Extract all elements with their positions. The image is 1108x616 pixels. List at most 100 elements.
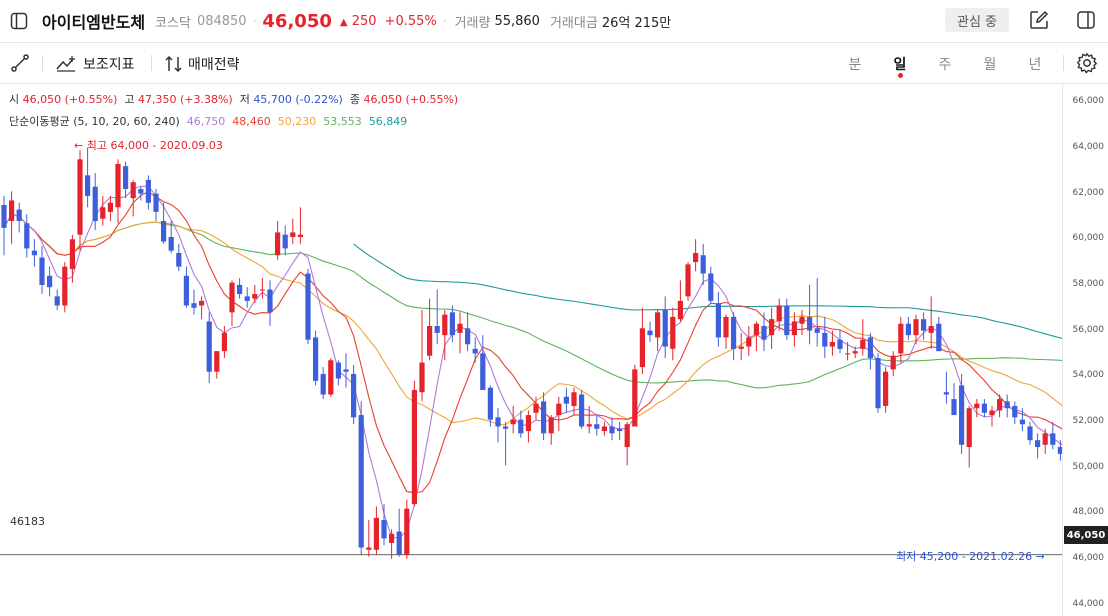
candle-body[interactable] — [305, 273, 311, 340]
period-year[interactable]: 년 — [1028, 57, 1042, 73]
candle-body[interactable] — [206, 321, 212, 372]
candle-body[interactable] — [487, 387, 493, 420]
candle-body[interactable] — [936, 323, 942, 352]
period-day[interactable]: 일 — [893, 57, 907, 73]
candle-body[interactable] — [753, 323, 759, 336]
candle-body[interactable] — [472, 348, 478, 354]
candle-body[interactable] — [617, 428, 623, 432]
candle-body[interactable] — [997, 399, 1003, 411]
candle-body[interactable] — [92, 186, 98, 221]
candle-body[interactable] — [533, 403, 539, 413]
candle-body[interactable] — [123, 166, 129, 190]
candle-body[interactable] — [769, 319, 775, 336]
candle-body[interactable] — [411, 389, 417, 505]
candle-body[interactable] — [381, 520, 387, 539]
candle-body[interactable] — [776, 305, 782, 322]
period-minute[interactable]: 분 — [848, 57, 862, 73]
candle-body[interactable] — [632, 369, 638, 427]
candle-body[interactable] — [518, 419, 524, 434]
candle-body[interactable] — [609, 426, 615, 434]
candle-body[interactable] — [784, 305, 790, 336]
sidebar-toggle-icon[interactable] — [10, 12, 28, 30]
candle-body[interactable] — [1027, 426, 1033, 441]
candle-body[interactable] — [320, 373, 326, 395]
candle-body[interactable] — [153, 193, 159, 212]
candle-body[interactable] — [107, 202, 113, 212]
candle-body[interactable] — [829, 342, 835, 347]
candle-body[interactable] — [297, 234, 303, 237]
candle-body[interactable] — [700, 255, 706, 274]
candle-body[interactable] — [981, 403, 987, 413]
candle-body[interactable] — [328, 360, 334, 395]
edit-icon[interactable] — [1029, 10, 1049, 30]
candle-body[interactable] — [708, 273, 714, 301]
candle-body[interactable] — [1012, 405, 1018, 418]
candle-body[interactable] — [77, 159, 83, 235]
candle-body[interactable] — [989, 410, 995, 416]
candle-body[interactable] — [761, 326, 767, 340]
candle-body[interactable] — [259, 289, 265, 291]
candle-body[interactable] — [176, 252, 182, 267]
candle-body[interactable] — [890, 355, 896, 370]
candle-body[interactable] — [571, 392, 577, 406]
candle-body[interactable] — [244, 296, 250, 301]
candle-body[interactable] — [1004, 401, 1010, 409]
candle-body[interactable] — [343, 369, 349, 372]
candle-body[interactable] — [1035, 440, 1041, 448]
candle-body[interactable] — [586, 424, 592, 427]
candle-body[interactable] — [495, 417, 501, 427]
panel-toggle-icon[interactable] — [1076, 10, 1096, 30]
candle-body[interactable] — [313, 337, 319, 381]
candle-body[interactable] — [161, 220, 167, 242]
candle-body[interactable] — [510, 419, 516, 425]
candle-body[interactable] — [723, 316, 729, 338]
candle-body[interactable] — [921, 319, 927, 331]
candle-body[interactable] — [1057, 447, 1062, 454]
candle-body[interactable] — [168, 236, 174, 251]
candle-body[interactable] — [594, 424, 600, 429]
candle-body[interactable] — [335, 362, 341, 379]
candle-body[interactable] — [427, 326, 433, 356]
strategy-button[interactable]: 매매전략 — [164, 54, 240, 74]
candle-body[interactable] — [905, 323, 911, 336]
candle-body[interactable] — [47, 275, 53, 288]
candle-body[interactable] — [715, 303, 721, 338]
candle-body[interactable] — [389, 533, 395, 543]
candle-body[interactable] — [541, 401, 547, 434]
candle-body[interactable] — [39, 257, 45, 285]
candle-body[interactable] — [229, 282, 235, 313]
candle-body[interactable] — [138, 189, 144, 194]
candle-body[interactable] — [1019, 419, 1025, 425]
candle-body[interactable] — [449, 312, 455, 336]
candle-body[interactable] — [351, 373, 357, 418]
candle-body[interactable] — [503, 426, 509, 429]
candle-body[interactable] — [221, 332, 227, 352]
candle-body[interactable] — [404, 508, 410, 555]
candle-body[interactable] — [852, 351, 858, 354]
candle-body[interactable] — [913, 319, 919, 336]
candle-body[interactable] — [867, 337, 873, 358]
candle-body[interactable] — [183, 275, 189, 306]
candle-body[interactable] — [419, 362, 425, 393]
candle-body[interactable] — [1042, 433, 1048, 445]
candle-body[interactable] — [9, 200, 15, 221]
candle-body[interactable] — [290, 232, 296, 237]
watchlist-button[interactable]: 관심 중 — [945, 8, 1009, 32]
candle-body[interactable] — [62, 266, 68, 306]
candle-body[interactable] — [525, 415, 531, 432]
candle-body[interactable] — [738, 346, 744, 349]
candle-body[interactable] — [1050, 433, 1056, 445]
candle-body[interactable] — [746, 337, 752, 347]
candle-body[interactable] — [69, 239, 75, 269]
candle-body[interactable] — [237, 284, 243, 295]
candle-body[interactable] — [601, 426, 607, 432]
candle-body[interactable] — [693, 252, 699, 263]
draw-line-icon[interactable] — [10, 53, 30, 73]
candle-body[interactable] — [974, 403, 980, 409]
candle-body[interactable] — [465, 328, 471, 345]
price-axis[interactable]: 66,000 64,000 62,000 60,000 58,000 56,000 54,0… — [1062, 84, 1108, 616]
candle-body[interactable] — [191, 303, 197, 308]
candle-body[interactable] — [822, 332, 828, 347]
candle-body[interactable] — [791, 321, 797, 336]
candle-body[interactable] — [928, 326, 934, 333]
